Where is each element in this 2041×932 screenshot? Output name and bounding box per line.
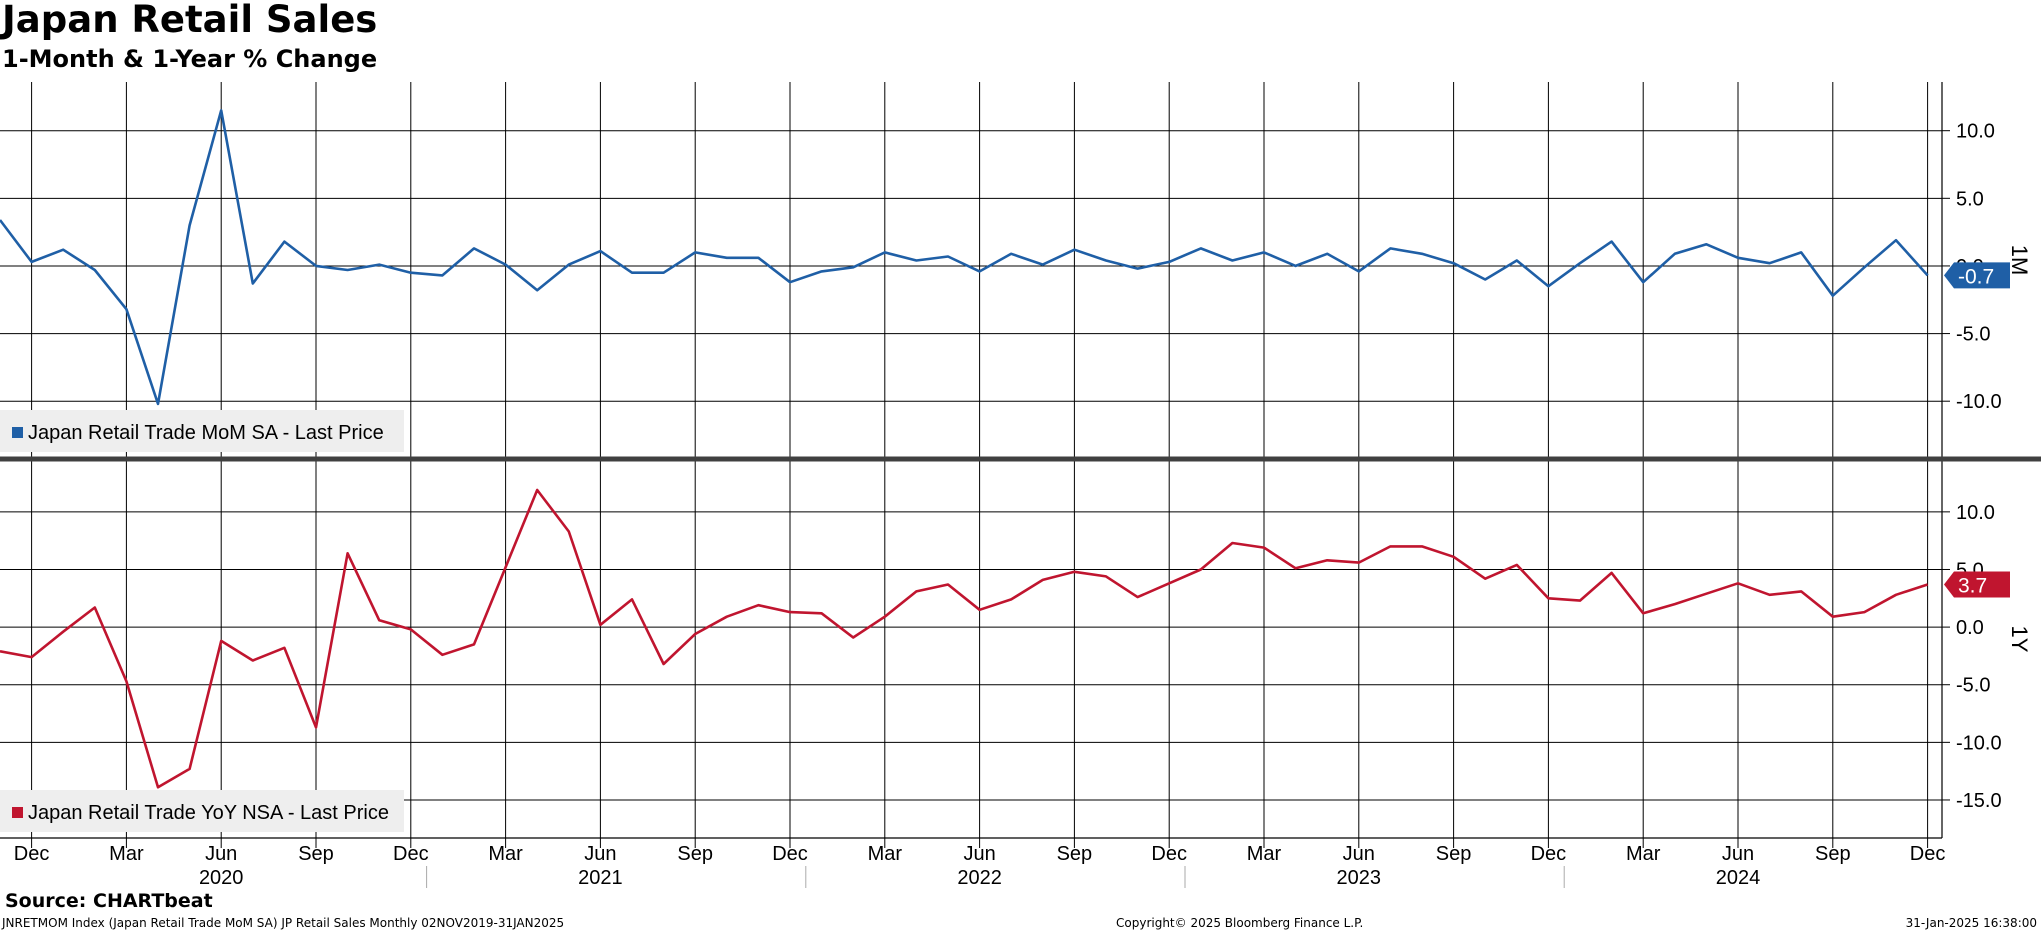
y-tick-label: 10.0 bbox=[1956, 121, 1995, 143]
x-tick-label: Dec bbox=[393, 843, 429, 865]
yoy-series-line bbox=[0, 488, 1929, 789]
x-tick-label: Mar bbox=[868, 843, 903, 865]
x-tick-label: Jun bbox=[1722, 843, 1754, 865]
x-tick-label: Dec bbox=[1151, 843, 1187, 865]
last-value-tag bbox=[1944, 262, 2010, 289]
x-tick-label: Jun bbox=[963, 843, 995, 865]
y-tick-label: 5.0 bbox=[1956, 188, 1984, 210]
x-tick-label: Dec bbox=[1910, 843, 1946, 865]
y-tick-label: -10.0 bbox=[1956, 732, 2002, 754]
chart-title: Japan Retail Sales bbox=[2, 0, 378, 41]
y-tick-label: 10.0 bbox=[1956, 502, 1995, 524]
legend-label: Japan Retail Trade YoY NSA - Last Price bbox=[28, 802, 389, 824]
y-tick-label: -15.0 bbox=[1956, 790, 2002, 812]
x-tick-label: Jun bbox=[584, 843, 616, 865]
legend-box bbox=[0, 790, 404, 832]
x-tick-label: Sep bbox=[1815, 843, 1851, 865]
x-tick-label: Dec bbox=[772, 843, 808, 865]
last-value-label: 3.7 bbox=[1958, 574, 1987, 597]
x-tick-label: Mar bbox=[109, 843, 144, 865]
y-tick-label: 0.0 bbox=[1956, 617, 1984, 639]
panel-label: 1Y bbox=[2007, 626, 2032, 653]
legend-label: Japan Retail Trade MoM SA - Last Price bbox=[28, 422, 384, 444]
x-tick-label: Mar bbox=[1247, 843, 1282, 865]
footer-timestamp: 31-Jan-2025 16:38:00 bbox=[1905, 916, 2037, 930]
x-year-label: 2020 bbox=[199, 867, 244, 889]
footer-copyright: Copyright© 2025 Bloomberg Finance L.P. bbox=[1116, 916, 1364, 930]
last-value-tag bbox=[1944, 571, 2010, 598]
y-tick-label: -5.0 bbox=[1956, 324, 1990, 346]
source-note: Source: CHARTbeat bbox=[5, 890, 213, 912]
x-year-label: 2024 bbox=[1716, 867, 1761, 889]
x-tick-label: Jun bbox=[205, 843, 237, 865]
legend-box bbox=[0, 410, 404, 452]
x-tick-label: Mar bbox=[488, 843, 523, 865]
x-tick-label: Jun bbox=[1343, 843, 1375, 865]
footer-index-info: JNRETMOM Index (Japan Retail Trade MoM S… bbox=[2, 916, 565, 930]
y-tick-label: -5.0 bbox=[1956, 675, 1990, 697]
x-tick-label: Dec bbox=[1531, 843, 1567, 865]
x-tick-label: Sep bbox=[677, 843, 713, 865]
x-tick-label: Sep bbox=[298, 843, 334, 865]
x-tick-label: Mar bbox=[1626, 843, 1661, 865]
x-tick-label: Sep bbox=[1057, 843, 1093, 865]
chart-subtitle: 1-Month & 1-Year % Change bbox=[2, 45, 378, 73]
legend-swatch bbox=[12, 427, 23, 438]
panel-label: 1M bbox=[2007, 245, 2032, 276]
x-year-label: 2022 bbox=[957, 867, 1002, 889]
x-year-label: 2023 bbox=[1337, 867, 1382, 889]
x-tick-label: Sep bbox=[1436, 843, 1472, 865]
mom-series-line bbox=[0, 109, 1929, 406]
x-year-label: 2021 bbox=[578, 867, 623, 889]
legend-swatch bbox=[12, 807, 23, 818]
last-value-label: -0.7 bbox=[1958, 265, 1994, 288]
x-tick-label: Dec bbox=[14, 843, 50, 865]
y-tick-label: -10.0 bbox=[1956, 391, 2002, 413]
